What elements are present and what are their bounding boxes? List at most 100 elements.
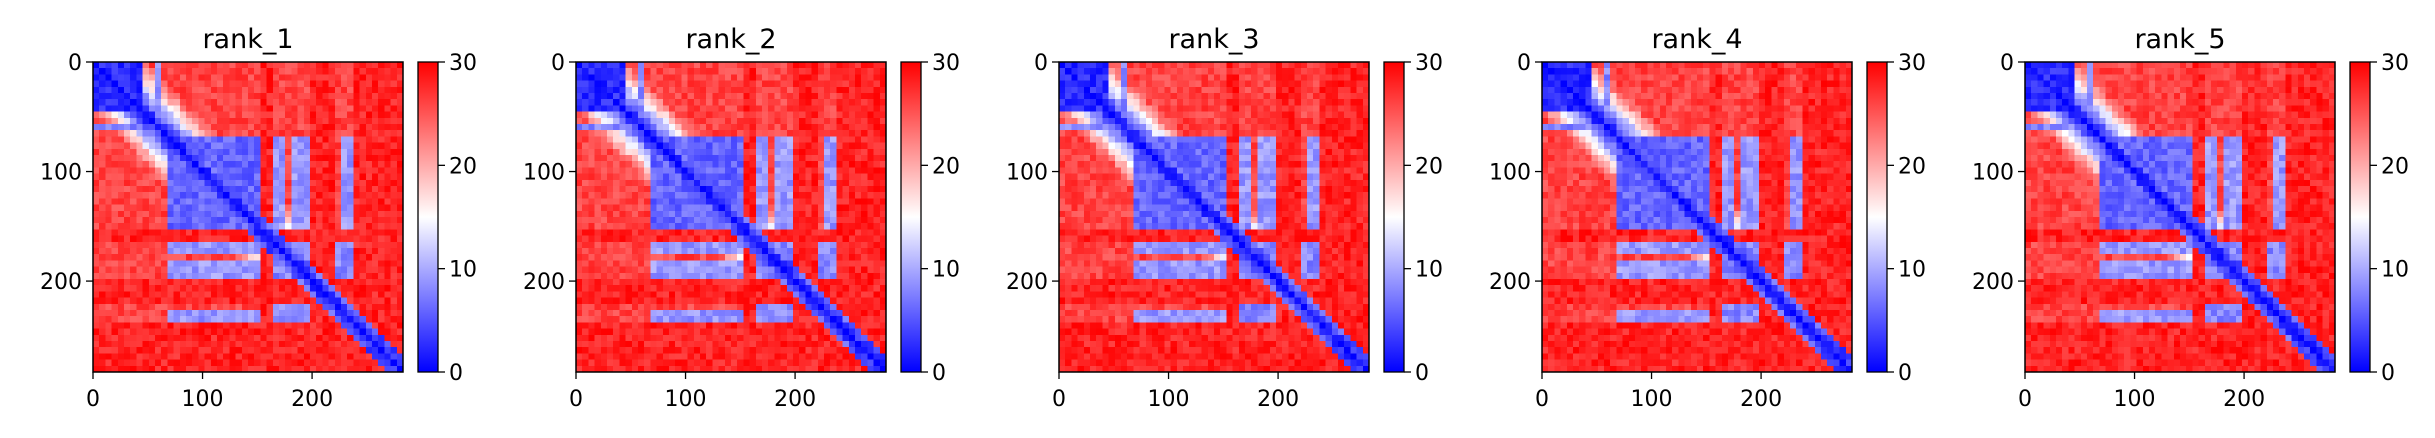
heatmap-cell	[588, 279, 595, 286]
heatmap-cell	[322, 99, 329, 106]
heatmap-cell	[848, 347, 856, 354]
heatmap-cell	[687, 347, 695, 354]
heatmap-cell	[105, 210, 112, 218]
heatmap-cell	[650, 297, 657, 305]
heatmap-cell	[607, 260, 614, 267]
heatmap-cell	[867, 186, 874, 193]
heatmap-cell	[879, 272, 887, 280]
heatmap-cell	[675, 173, 682, 181]
heatmap-cell	[334, 62, 342, 69]
heatmap-cell	[217, 254, 224, 261]
heatmap-cell	[235, 248, 243, 255]
heatmap-cell	[192, 347, 199, 354]
heatmap-cell	[217, 229, 224, 236]
heatmap-cell	[217, 124, 224, 131]
heatmap-cell	[638, 93, 645, 100]
heatmap-cell	[700, 99, 707, 106]
heatmap-cell	[817, 86, 825, 94]
heatmap-cell	[774, 136, 781, 143]
heatmap-cell	[223, 285, 230, 292]
heatmap-cell	[285, 161, 292, 168]
heatmap-cell	[396, 279, 404, 286]
heatmap-cell	[117, 124, 125, 131]
heatmap-cell	[830, 359, 837, 367]
heatmap-cell	[594, 322, 602, 329]
heatmap-cell	[254, 279, 261, 286]
heatmap-cell	[378, 248, 385, 255]
colorbar-tick-label: 20	[449, 154, 477, 179]
heatmap-cell	[248, 347, 255, 354]
heatmap-cell	[712, 285, 719, 292]
heatmap-cell	[675, 68, 682, 75]
heatmap-cell	[173, 80, 181, 88]
heatmap-cell	[99, 62, 106, 69]
heatmap-cell	[700, 136, 707, 143]
heatmap-cell	[600, 204, 608, 212]
heatmap-cell	[799, 130, 806, 137]
heatmap-cell	[576, 217, 583, 224]
heatmap-cell	[254, 291, 261, 298]
heatmap-cell	[824, 248, 831, 255]
heatmap-cell	[192, 217, 199, 224]
heatmap-cell	[186, 248, 193, 255]
heatmap-cell	[353, 74, 360, 81]
heatmap-cell	[217, 173, 224, 181]
heatmap-cell	[786, 155, 794, 162]
heatmap-cell	[130, 235, 137, 243]
heatmap-cell	[266, 297, 274, 305]
heatmap-cell	[842, 74, 850, 81]
heatmap-cell	[731, 105, 738, 112]
heatmap-cell	[700, 80, 707, 88]
heatmap-cell	[867, 297, 874, 305]
heatmap-cell	[762, 217, 769, 224]
heatmap-cell	[297, 303, 305, 311]
heatmap-cell	[378, 359, 385, 367]
heatmap-cell	[687, 254, 695, 261]
heatmap-cell	[124, 223, 131, 230]
heatmap-cell	[762, 105, 769, 112]
heatmap-cell	[378, 192, 385, 199]
heatmap-cell	[99, 365, 106, 373]
heatmap-cell	[848, 341, 856, 348]
heatmap-cell	[279, 161, 286, 168]
heatmap-cell	[390, 334, 398, 342]
heatmap-cell	[297, 285, 305, 292]
heatmap-cell	[613, 105, 620, 112]
heatmap-cell	[706, 272, 713, 280]
heatmap-cell	[675, 322, 682, 329]
heatmap-cell	[867, 229, 874, 236]
heatmap-cell	[706, 248, 713, 255]
heatmap-cell	[594, 310, 602, 317]
heatmap-cell	[755, 148, 763, 156]
heatmap-cell	[824, 279, 831, 286]
heatmap-cell	[681, 310, 688, 317]
heatmap-cell	[693, 341, 701, 348]
heatmap-cell	[310, 334, 317, 342]
heatmap-cell	[260, 248, 267, 255]
heatmap-cell	[142, 241, 150, 249]
heatmap-cell	[167, 248, 174, 255]
heatmap-cell	[223, 303, 230, 311]
heatmap-cell	[638, 266, 645, 274]
heatmap-cell	[700, 192, 707, 199]
heatmap-cell	[755, 198, 763, 205]
heatmap-cell	[830, 105, 837, 112]
heatmap-cell	[780, 179, 788, 187]
heatmap-cell	[322, 365, 329, 373]
heatmap-cell	[867, 316, 874, 323]
heatmap-cell	[712, 291, 719, 298]
heatmap-cell	[780, 260, 788, 267]
heatmap-cell	[359, 322, 367, 329]
heatmap-cell	[768, 241, 775, 249]
heatmap-cell	[755, 359, 763, 367]
heatmap-cell	[644, 198, 651, 205]
heatmap-cell	[93, 161, 100, 168]
heatmap-cell	[384, 365, 391, 373]
heatmap-cell	[706, 161, 713, 168]
heatmap-cell	[724, 74, 732, 81]
heatmap-cell	[142, 186, 150, 193]
heatmap-cell	[600, 279, 608, 286]
heatmap-cell	[223, 347, 230, 354]
heatmap-cell	[167, 130, 174, 137]
heatmap-cell	[737, 279, 744, 286]
